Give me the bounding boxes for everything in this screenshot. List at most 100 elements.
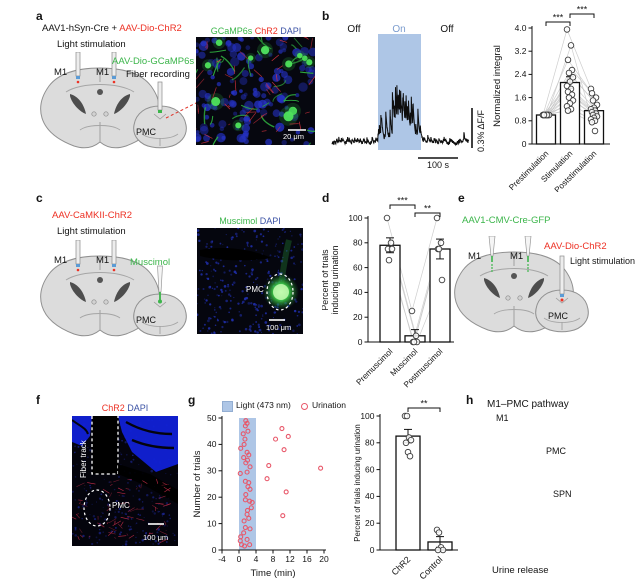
panel-e-label: e [458,191,465,205]
panel-b-off1-label: Off [347,24,361,35]
svg-text:60: 60 [365,464,375,474]
svg-text:2.4: 2.4 [515,69,527,79]
panel-c-m1-right-label: M1 [96,255,110,266]
svg-text:Number of trials: Number of trials [192,450,203,517]
panel-b-trace-chart [326,18,488,182]
panel-b-hscale-label: 100 s [426,160,450,170]
svg-text:20: 20 [353,312,363,322]
svg-text:0: 0 [358,337,363,347]
svg-text:Control: Control [417,554,444,581]
svg-text:***: *** [553,13,564,23]
svg-text:-4: -4 [218,554,226,564]
svg-text:0: 0 [522,139,527,149]
panel-f-label: f [36,393,40,407]
light-legend-swatch [222,401,233,412]
panel-f-fluorescence-image [72,416,178,546]
urination-legend-icon [301,403,308,410]
panel-f-pmc-label: PMC [112,501,130,510]
svg-text:0: 0 [237,554,242,564]
svg-text:80: 80 [353,238,363,248]
panel-a-m1-right-label: M1 [96,67,110,78]
svg-text:60: 60 [353,262,363,272]
panel-h-urine-label: Urine release [492,565,549,576]
svg-text:3.2: 3.2 [515,46,527,56]
svg-text:ChR2: ChR2 [389,554,412,577]
panel-h-label: h [466,393,474,407]
panel-b-label: b [322,9,330,23]
panel-c-brain-schematic [36,240,208,350]
dapi-label: DAPI [280,26,302,36]
svg-text:100: 100 [348,213,362,223]
svg-text:20: 20 [207,492,217,502]
panel-b-on-label: On [392,24,406,35]
svg-text:0.8: 0.8 [515,116,527,126]
panel-b-bar-chart: 0 0.8 1.6 2.4 3.2 4.0 Prestimulation Stimulatio… [488,6,640,192]
svg-text:Time (min): Time (min) [250,568,295,579]
svg-text:20: 20 [319,554,329,564]
svg-text:1.6: 1.6 [515,92,527,102]
svg-text:8: 8 [271,554,276,564]
svg-text:40: 40 [207,439,217,449]
svg-text:Normalized integral: Normalized integral [492,45,503,127]
panel-c-label: c [36,191,43,205]
svg-text:**: ** [420,399,428,409]
panel-c-pmc-label: PMC [136,315,156,325]
panel-c-virus-label: AAV-CaMKII-ChR2 [52,210,133,221]
svg-text:16: 16 [302,554,312,564]
svg-text:4: 4 [254,554,259,564]
panel-h-spn-label: SPN [553,489,572,499]
gcamp-label: GCaMP6s [210,26,253,36]
legend-urination-label: Urination [312,400,347,410]
panel-g-bar-chart: 0 20 40 60 80 100 ChR2 Control ** Percent of tria… [350,392,466,586]
panel-a-virus-label: AAV1-hSyn-Cre + AAV-Dio-ChR2 [42,23,182,34]
legend-light-label: Light (473 nm) [236,400,291,410]
svg-text:Premuscimol: Premuscimol [355,347,395,387]
chr2-label: ChR2 [101,403,125,413]
panel-c-scalebar-label: 100 μm [266,323,292,332]
svg-text:40: 40 [365,491,375,501]
panel-e-light-stim-label: Light stimulation [570,256,636,266]
panel-e-virus-red-label: AAV-Dio-ChR2 [544,241,607,252]
panel-h-title: M1–PMC pathway [487,399,569,410]
chr2-label: ChR2 [254,26,278,36]
svg-text:**: ** [424,204,432,214]
dapi-label: DAPI [127,403,149,413]
svg-text:Poststimulation: Poststimulation [553,149,599,192]
panel-a-label: a [36,9,43,23]
panel-a-fluorescence-image [196,37,315,145]
panel-b-off2-label: Off [440,24,454,35]
panel-c-m1-left-label: M1 [54,255,68,266]
panel-a-pmc-label: PMC [136,127,156,137]
virus-black-text: AAV1-hSyn-Cre + [42,23,120,34]
panel-e-pmc-label: PMC [548,311,568,321]
panel-e-brain-schematic [450,236,622,346]
panel-a-scalebar-label: 20 μm [283,132,304,141]
panel-a-gcamp-virus-label: AAV-Dio-GCaMP6s [112,56,195,67]
panel-f-fiber-track-label: Fiber track [79,440,88,478]
panel-a-brain-schematic [36,52,208,162]
panel-a-fiber-recording-label: Fiber recording [126,69,190,80]
svg-text:***: *** [397,196,408,206]
svg-text:30: 30 [207,466,217,476]
svg-text:Percent of trials inducing uri: Percent of trials inducing urination [353,424,362,541]
dapi-label: DAPI [259,216,281,226]
svg-text:0: 0 [212,545,217,555]
panel-a-m1-left-label: M1 [54,67,68,78]
svg-text:0: 0 [370,545,375,555]
panel-c-image-pmc-label: PMC [246,285,264,294]
panel-d-label: d [322,191,330,205]
panel-c-light-stim-label: Light stimulation [57,226,126,237]
svg-text:10: 10 [207,518,217,528]
svg-text:inducing urination: inducing urination [330,245,340,314]
panel-e-virus-green-label: AAV1-CMV-Cre-GFP [462,215,551,226]
svg-text:20: 20 [365,518,375,528]
svg-text:80: 80 [365,438,375,448]
panel-c-fluorescence-image [197,228,303,334]
virus-red-text: AAV-Dio-ChR2 [119,23,182,34]
svg-text:4.0: 4.0 [515,23,527,33]
svg-text:12: 12 [285,554,295,564]
panel-d-bar-chart: 0 20 40 60 80 100 Premuscimol Muscimol Postmusci… [322,194,464,392]
panel-a-light-stim-label: Light stimulation [57,39,126,50]
svg-text:50: 50 [207,413,217,423]
